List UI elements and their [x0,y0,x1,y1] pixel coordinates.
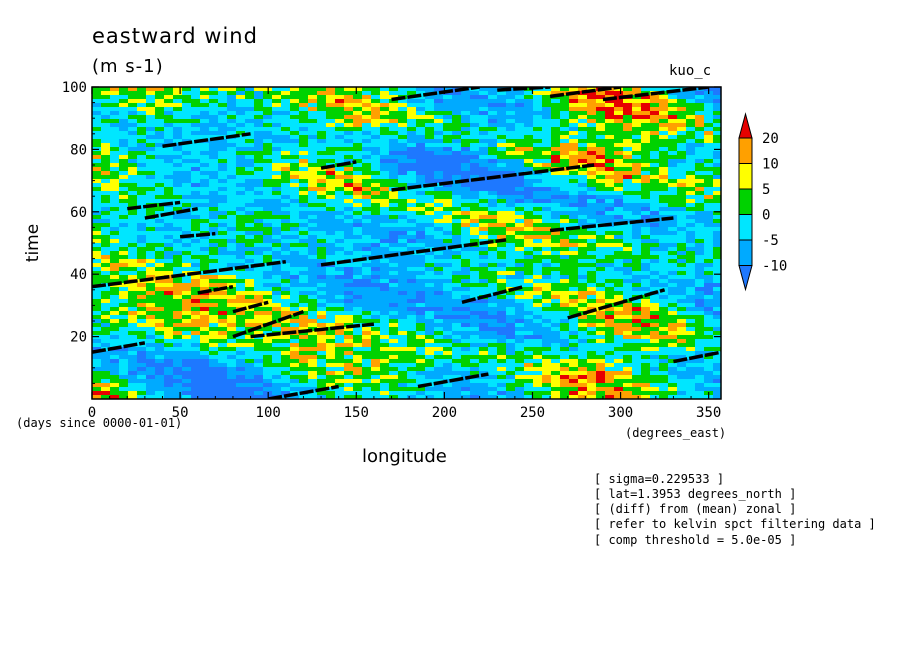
colorbar-label: 0 [762,208,770,224]
x-tick-label: 50 [172,405,189,421]
y-tick-label: 60 [70,205,87,221]
overlay-segment [549,87,621,99]
colorbar: 20 10 5 0 -5 -10 [738,112,787,292]
overlay-segments [92,87,721,399]
overlay-segment [602,87,709,102]
x-tick-label: 200 [432,405,457,421]
y-tick-label: 80 [70,142,87,158]
x-axis-label: longitude [362,446,447,467]
colorbar-label: 20 [762,131,779,147]
x-tick-label: 300 [608,405,633,421]
y-tick-label: 100 [62,80,87,96]
overlay-segment [320,160,357,170]
overlay-segment [391,163,595,192]
annotation-sigma: [ sigma=0.229533 ] [594,472,725,486]
y-tick-label: 40 [70,267,87,283]
overlay-segment [162,132,251,149]
overlay-segment [127,200,181,211]
annotation-diff: [ (diff) from (mean) zonal ] [594,502,797,516]
x-tick-label: 250 [520,405,545,421]
time-units: (days since 0000-01-01) [16,416,183,430]
colorbar-box [738,137,753,164]
overlay-segment [179,231,216,239]
overlay-segment [232,309,305,339]
colorbar-box [738,239,753,266]
overlay-segment [197,284,234,295]
overlay-segment [567,288,666,320]
overlay-segment [417,372,489,389]
x-tick-label: 100 [256,405,281,421]
overlay-segment [461,284,525,304]
overlay-segment [92,259,287,289]
overlay-segment [92,341,146,354]
chart-units: (m s-1) [92,56,164,77]
colorbar-label: -10 [762,259,787,275]
colorbar-label: 10 [762,157,779,173]
overlay-segment [673,350,721,364]
colorbar-box [738,163,753,190]
x-tick-label: 150 [344,405,369,421]
x-tick-label: 350 [696,405,721,421]
annotation-refer: [ refer to kelvin spct filtering data ] [594,517,876,531]
overlay-segment [144,206,199,220]
overlay-segment [250,322,375,339]
wind-field [92,87,721,399]
colorbar-label: 5 [762,182,770,198]
overlay-segment [320,238,507,267]
x-axis-units: (degrees_east) [625,426,727,440]
y-tick-label: 20 [70,330,87,346]
annotation-threshold: [ comp threshold = 5.0e-05 ] [594,533,797,547]
chart-title: eastward wind [92,24,258,48]
model-label: kuo_c [669,63,712,79]
colorbar-box [738,214,753,241]
colorbar-box [738,188,753,215]
annotation-lat: [ lat=1.3953 degrees_north ] [594,487,797,501]
x-tick-label: 0 [88,405,96,421]
overlay-segment [391,87,480,102]
overlay-segment [267,384,339,399]
overlay-segment [549,216,674,233]
colorbar-top-arrow [738,112,753,139]
colorbar-bottom-arrow [738,265,753,292]
axes: 0 50 100 150 200 250 300 350 20 40 60 80 100 [62,80,722,421]
colorbar-label: -5 [762,233,779,249]
overlay-segment [232,300,269,314]
